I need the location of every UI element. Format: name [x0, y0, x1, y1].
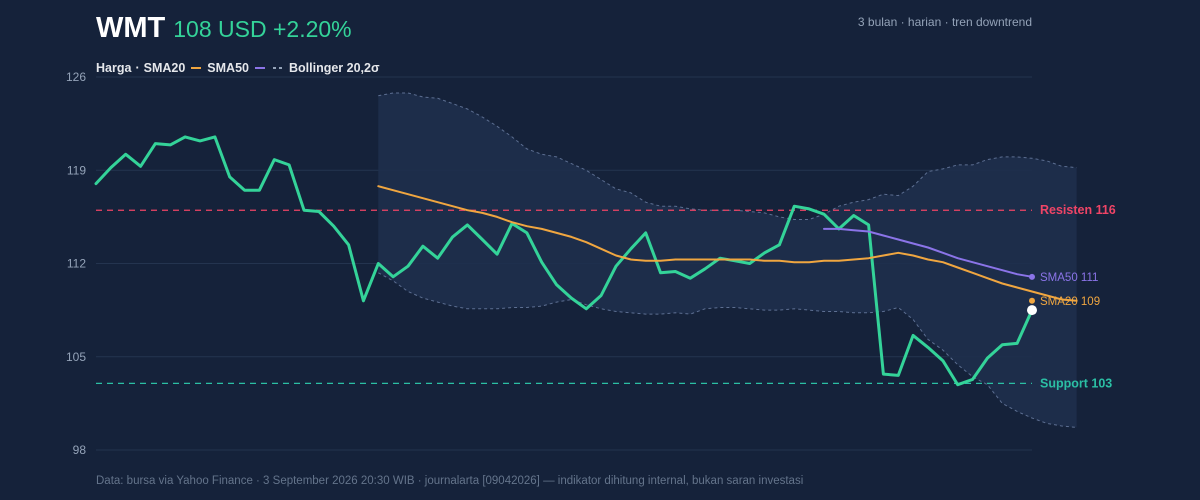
- title-row: WMT 108 USD +2.20%: [96, 12, 352, 45]
- sma20-end-label: SMA20 109: [1040, 296, 1100, 308]
- legend-price-label: Harga: [96, 61, 132, 75]
- support-label: Support 103: [1040, 376, 1112, 390]
- legend-separator: ·: [135, 61, 140, 75]
- sma20-line: [377, 185, 1078, 302]
- price-line: [94, 135, 1034, 387]
- legend-sma50-swatch: [254, 67, 265, 69]
- y-tick-label: 126: [66, 70, 86, 84]
- chart-meta: 3 bulan · harian · tren downtrend: [857, 15, 1032, 29]
- sma50-line: [823, 227, 1033, 278]
- price-change: 108 USD +2.20%: [173, 16, 352, 42]
- legend-sma20-label: SMA20: [143, 61, 186, 75]
- y-tick-label: 119: [67, 163, 86, 177]
- sma20-end-dot: [1029, 297, 1035, 304]
- bollinger-lower-line: [378, 272, 1077, 428]
- y-tick-label: 112: [67, 257, 86, 271]
- legend-bollinger-swatch: [272, 67, 283, 69]
- y-tick-label: 105: [66, 350, 86, 364]
- last-price-dot: [1027, 305, 1037, 316]
- legend-sma50-label: SMA50: [207, 61, 249, 75]
- resistance-label: Resisten 116: [1040, 203, 1116, 217]
- y-tick-label: 98: [73, 443, 87, 457]
- legend-bollinger-label: Bollinger 20,2σ: [288, 61, 380, 75]
- bollinger-upper-line: [378, 92, 1077, 220]
- footer-source: Data: bursa via Yahoo Finance · 3 Septem…: [96, 475, 804, 487]
- sma50-end-dot: [1029, 273, 1035, 280]
- legend: Harga · SMA20 SMA50 Bollinger 20,2σ: [96, 61, 380, 75]
- legend-sma20-swatch: [191, 67, 202, 69]
- sma50-end-label: SMA50 111: [1040, 272, 1098, 284]
- ticker-symbol: WMT: [96, 12, 166, 44]
